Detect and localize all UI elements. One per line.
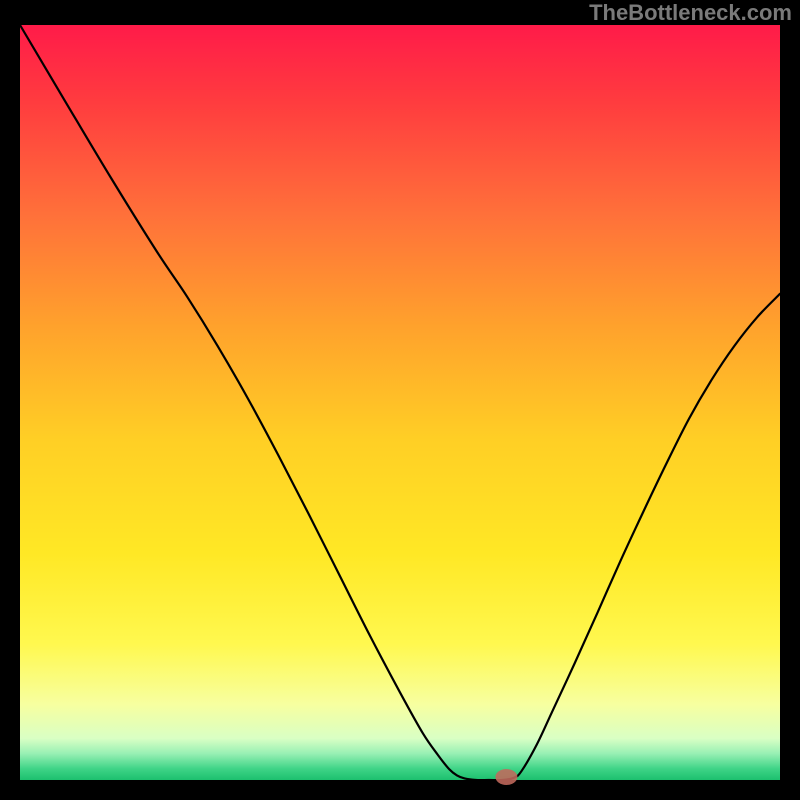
bottleneck-chart: [0, 0, 800, 800]
chart-stage: TheBottleneck.com: [0, 0, 800, 800]
optimal-point-marker: [495, 769, 517, 785]
chart-background: [20, 25, 780, 780]
